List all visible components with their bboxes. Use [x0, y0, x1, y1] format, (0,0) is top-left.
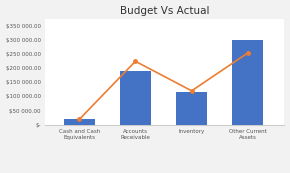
Legend: Actual, Budget: Actual, Budget: [126, 172, 204, 173]
Budget: [246, 52, 250, 54]
Budget: [134, 60, 137, 62]
Bar: [232, 40, 263, 125]
Bar: [64, 119, 95, 125]
Bar: [120, 71, 151, 125]
Budget: [77, 119, 81, 121]
Bar: [176, 92, 207, 125]
Line: Budget: Budget: [77, 51, 250, 121]
Budget: [190, 90, 193, 92]
Title: Budget Vs Actual: Budget Vs Actual: [120, 6, 210, 16]
